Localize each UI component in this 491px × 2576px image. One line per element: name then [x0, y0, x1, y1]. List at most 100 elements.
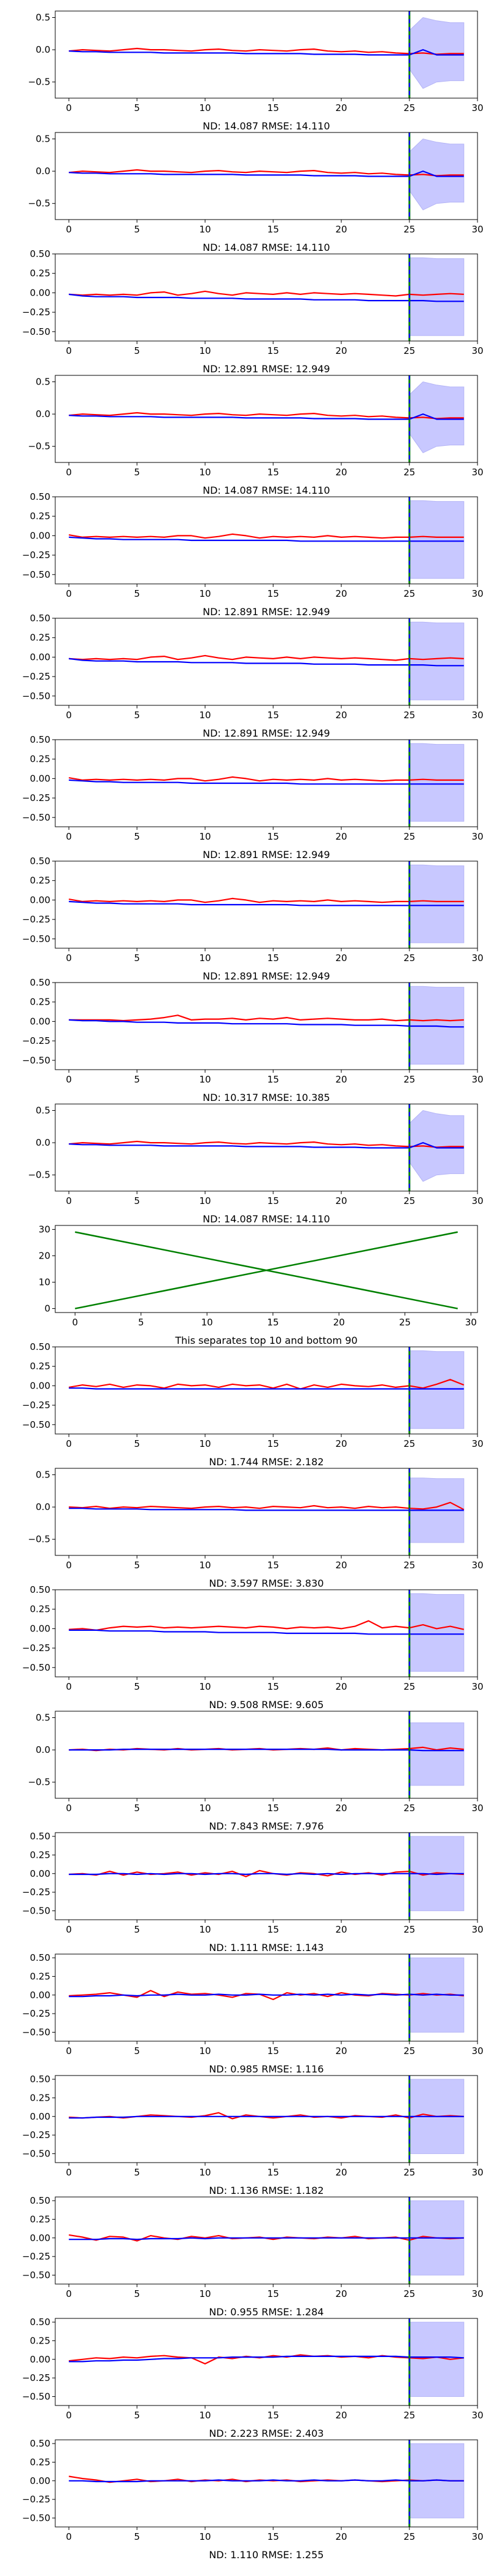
- x-tick-label: 25: [403, 953, 415, 964]
- x-tick-label: 30: [471, 1803, 483, 1814]
- y-tick-label: 0.50: [30, 613, 50, 624]
- y-tick-label: 0.00: [30, 530, 50, 541]
- subplot-title: ND: 12.891 RMSE: 12.949: [203, 849, 330, 861]
- y-tick-label: −0.25: [22, 1887, 50, 1898]
- y-tick-label: 0.00: [30, 1990, 50, 2001]
- y-tick-label: −0.25: [22, 550, 50, 561]
- subplot-1: 0 5 10 15 20 25 30 −0.5 0.0 0.5: [28, 10, 484, 113]
- subplot-12: This separates top 10 and bottom 90 0 5 10 1…: [22, 1335, 484, 1449]
- y-tick-label: −0.25: [22, 1643, 50, 1654]
- forecast-line: [69, 2237, 464, 2241]
- x-tick-label: 10: [199, 710, 211, 721]
- forecast-line: [69, 779, 464, 785]
- x-tick-label: 5: [134, 588, 140, 599]
- x-tick-label: 20: [336, 345, 347, 356]
- actual-line: [69, 1379, 465, 1390]
- subplot-title: ND: 3.597 RMSE: 3.830: [209, 1577, 323, 1589]
- x-tick-label: 0: [66, 1560, 72, 1571]
- x-tick-label: 0: [66, 467, 72, 478]
- x-tick-label: 0: [66, 831, 72, 842]
- x-tick-label: 5: [134, 2410, 140, 2421]
- x-tick-label: 10: [199, 1438, 211, 1449]
- forecast-line: [69, 900, 464, 907]
- y-tick-label: −0.25: [22, 2494, 50, 2505]
- axes-frame: [55, 1103, 478, 1192]
- x-tick-label: 5: [134, 102, 140, 113]
- x-tick-label: 15: [268, 1560, 279, 1571]
- subplot-title: ND: 12.891 RMSE: 12.949: [203, 727, 330, 739]
- subplot-title: ND: 12.891 RMSE: 12.949: [203, 970, 330, 982]
- y-tick-label: 0.5: [36, 1712, 50, 1723]
- y-tick-label: 0.00: [30, 287, 50, 298]
- x-tick-label: 10: [199, 467, 211, 478]
- y-tick-label: −0.5: [28, 1534, 50, 1545]
- axes-frame: [55, 132, 478, 220]
- actual-line: [69, 290, 464, 297]
- forecast-line: [69, 413, 464, 420]
- x-tick-label: 10: [199, 224, 211, 235]
- y-tick-label: 0.00: [30, 1868, 50, 1879]
- y-tick-label: 0.50: [30, 734, 50, 745]
- forecast-line: [69, 171, 464, 177]
- x-tick-label: 25: [403, 467, 415, 478]
- y-tick-label: 0.0: [36, 1501, 50, 1512]
- x-tick-label: 10: [199, 2288, 211, 2299]
- axes-frame: [55, 1832, 478, 1920]
- x-tick-label: 25: [403, 102, 415, 113]
- y-tick-label: −0.50: [22, 933, 50, 945]
- x-tick-label: 5: [134, 1681, 140, 1692]
- x-tick-label: 0: [66, 588, 72, 599]
- axes-frame: [55, 1589, 478, 1677]
- y-tick-label: −0.25: [22, 1035, 50, 1046]
- x-tick-label: 15: [268, 1438, 279, 1449]
- axes-frame: [55, 1711, 478, 1799]
- x-tick-label: 25: [403, 224, 415, 235]
- x-tick-label: 5: [134, 224, 140, 235]
- y-tick-label: 0.5: [36, 1105, 50, 1116]
- x-tick-label: 25: [403, 1438, 415, 1449]
- y-tick-label: 0.00: [30, 2111, 50, 2122]
- x-tick-label: 15: [268, 2167, 279, 2178]
- uncertainty-band: [409, 381, 465, 453]
- y-tick-label: −0.50: [22, 1419, 50, 1430]
- x-tick-label: 20: [336, 953, 347, 964]
- subplot-title: ND: 12.891 RMSE: 12.949: [203, 606, 330, 618]
- axes-frame: [55, 618, 478, 706]
- forecast-line: [69, 1387, 464, 1390]
- actual-line: [69, 169, 464, 177]
- y-tick-label: 0.50: [30, 1952, 50, 1963]
- y-tick-label: 0.00: [30, 894, 50, 905]
- x-tick-label: 25: [403, 1681, 415, 1692]
- y-tick-label: −0.50: [22, 2391, 50, 2402]
- x-tick-label: 30: [471, 2288, 483, 2299]
- x-tick-label: 0: [66, 1681, 72, 1692]
- x-tick-label: 15: [268, 1074, 279, 1085]
- x-tick-label: 5: [134, 2531, 140, 2542]
- subplot-title: ND: 1.110 RMSE: 1.255: [209, 2549, 323, 2561]
- subplot-14: ND: 3.597 RMSE: 3.830 0 5 10 15 20 25 30 −0.50 −0…: [22, 1577, 484, 1692]
- x-tick-label: 20: [336, 102, 347, 113]
- axes-frame: [55, 739, 478, 827]
- x-tick-label: 25: [403, 710, 415, 721]
- subplot-title: ND: 9.508 RMSE: 9.605: [209, 1699, 323, 1711]
- actual-line: [69, 897, 464, 903]
- x-tick-label: 0: [66, 2531, 72, 2542]
- y-tick-label: −0.25: [22, 1400, 50, 1411]
- subplot-10: ND: 10.317 RMSE: 10.385 0 5 10 15 20 25 30 −0.5 0…: [28, 1092, 484, 1206]
- x-tick-label: 25: [403, 2288, 415, 2299]
- actual-line: [69, 2112, 464, 2120]
- actual-line: [69, 1620, 465, 1631]
- x-tick-label: 20: [336, 224, 347, 235]
- uncertainty-band: [409, 17, 465, 89]
- y-tick-label: 0.25: [30, 997, 50, 1008]
- y-tick-label: −0.25: [22, 2251, 50, 2262]
- x-tick-label: 0: [66, 345, 72, 356]
- uncertainty-band: [409, 2321, 465, 2397]
- x-tick-label: 30: [471, 588, 483, 599]
- y-tick-label: −0.50: [22, 2512, 50, 2523]
- y-tick-label: −0.25: [22, 2129, 50, 2141]
- subplot-title: ND: 0.985 RMSE: 1.116: [209, 2063, 323, 2075]
- x-tick-label: 5: [134, 467, 140, 478]
- subplot-5: ND: 14.087 RMSE: 14.110 0 5 10 15 20 25 30 −0.50…: [22, 485, 484, 599]
- y-tick-label: 0.50: [30, 2195, 50, 2206]
